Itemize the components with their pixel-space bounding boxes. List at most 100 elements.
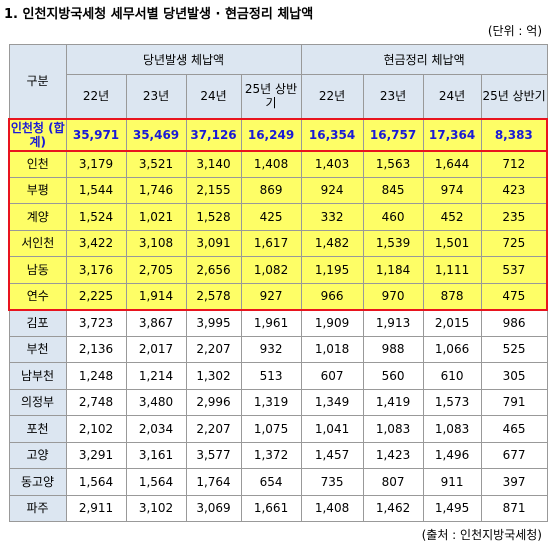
cell: 2,207 (185, 415, 242, 443)
row-label: 동고양 (8, 468, 67, 496)
group-header: 현금정리 체납액 (300, 44, 548, 75)
cell: 1,349 (300, 388, 364, 416)
cell: 1,495 (422, 494, 482, 522)
column-header: 22년 (65, 74, 127, 119)
cell: 725 (480, 229, 549, 257)
cell: 2,102 (65, 415, 127, 443)
cell: 869 (240, 176, 302, 204)
cell: 845 (362, 176, 424, 204)
column-header: 23년 (362, 74, 424, 119)
cell: 37,126 (185, 117, 242, 152)
corner-header: 구분 (8, 44, 67, 119)
cell: 791 (480, 388, 548, 416)
row: 부평 1,544 1,746 2,155 869 924 845 974 423 (8, 176, 549, 204)
cell: 712 (480, 149, 549, 178)
row: 김포 3,723 3,867 3,995 1,961 1,909 1,913 2,015 986 (8, 309, 548, 337)
row-label: 김포 (8, 309, 67, 337)
row: 포천 2,102 2,034 2,207 1,075 1,041 1,083 1,083 465 (8, 415, 548, 443)
cell: 2,017 (125, 335, 187, 363)
row-label: 부천 (8, 335, 67, 363)
cell: 1,408 (240, 149, 302, 178)
cell: 735 (300, 468, 364, 496)
cell: 513 (240, 362, 302, 390)
row: 인천 3,179 3,521 3,140 1,408 1,403 1,563 1,644 712 (8, 149, 549, 178)
cell: 1,457 (300, 441, 364, 469)
cell: 927 (240, 282, 302, 311)
cell: 1,248 (65, 362, 127, 390)
cell: 2,136 (65, 335, 127, 363)
cell: 2,748 (65, 388, 127, 416)
row-label: 연수 (8, 282, 67, 311)
cell: 1,644 (422, 149, 482, 178)
cell: 1,617 (240, 229, 302, 257)
row-label: 의정부 (8, 388, 67, 416)
row: 서인천 3,422 3,108 3,091 1,617 1,482 1,539 1,501 72… (8, 229, 549, 257)
cell: 974 (422, 176, 482, 204)
column-header: 25년 상반기 (480, 74, 548, 119)
cell: 3,140 (185, 149, 242, 178)
cell: 1,403 (300, 149, 364, 178)
cell: 654 (240, 468, 302, 496)
cell: 1,423 (362, 441, 424, 469)
cell: 1,564 (65, 468, 127, 496)
cell: 871 (480, 494, 548, 522)
row-label: 포천 (8, 415, 67, 443)
cell: 2,225 (65, 282, 127, 311)
cell: 1,764 (185, 468, 242, 496)
cell: 423 (480, 176, 549, 204)
cell: 397 (480, 468, 548, 496)
cell: 2,705 (125, 256, 187, 284)
cell: 1,082 (240, 256, 302, 284)
row-label: 남동 (8, 256, 67, 284)
cell: 560 (362, 362, 424, 390)
cell: 1,408 (300, 494, 364, 522)
cell: 16,757 (362, 117, 424, 152)
column-header: 24년 (185, 74, 242, 119)
cell: 3,521 (125, 149, 187, 178)
cell: 1,214 (125, 362, 187, 390)
title: 1. 인천지방국세청 세무서별 당년발생 · 현금정리 체납액 (4, 7, 314, 22)
cell: 3,422 (65, 229, 127, 257)
cell: 3,723 (65, 309, 127, 337)
row: 22년 23년 24년 25년 상반기 22년 23년 24년 25년 상반기 (9, 74, 548, 119)
unit: (단위 : 억) (487, 24, 542, 38)
cell: 537 (480, 256, 549, 284)
group-header: 당년발생 체납액 (65, 44, 302, 75)
row-label: 서인천 (8, 229, 67, 257)
cell: 17,364 (422, 117, 482, 152)
column-header: 25년 상반기 (240, 74, 302, 119)
cell: 1,573 (422, 388, 482, 416)
cell: 878 (422, 282, 482, 311)
row-label: 파주 (8, 494, 67, 522)
cell: 1,501 (422, 229, 482, 257)
row-label: 인천 (8, 149, 67, 178)
cell: 966 (300, 282, 364, 311)
cell: 911 (422, 468, 482, 496)
cell: 1,195 (300, 256, 364, 284)
row: 연수 2,225 1,914 2,578 927 966 970 878 475 (8, 282, 549, 311)
cell: 332 (300, 203, 364, 231)
cell: 1,524 (65, 203, 127, 231)
cell: 452 (422, 203, 482, 231)
cell: 610 (422, 362, 482, 390)
cell: 1,528 (185, 203, 242, 231)
cell: 2,207 (185, 335, 242, 363)
cell: 3,108 (125, 229, 187, 257)
cell: 3,091 (185, 229, 242, 257)
cell: 3,291 (65, 441, 127, 469)
row-label: 계양 (8, 203, 67, 231)
cell: 2,034 (125, 415, 187, 443)
cell: 475 (480, 282, 549, 311)
cell: 1,746 (125, 176, 187, 204)
cell: 1,319 (240, 388, 302, 416)
cell: 460 (362, 203, 424, 231)
cell: 1,075 (240, 415, 302, 443)
cell: 1,462 (362, 494, 424, 522)
cell: 2,155 (185, 176, 242, 204)
source: (출처 : 인천지방국세청) (421, 528, 542, 542)
cell: 1,419 (362, 388, 424, 416)
cell: 305 (480, 362, 548, 390)
row: 남부천 1,248 1,214 1,302 513 607 560 610 305 (8, 362, 548, 390)
